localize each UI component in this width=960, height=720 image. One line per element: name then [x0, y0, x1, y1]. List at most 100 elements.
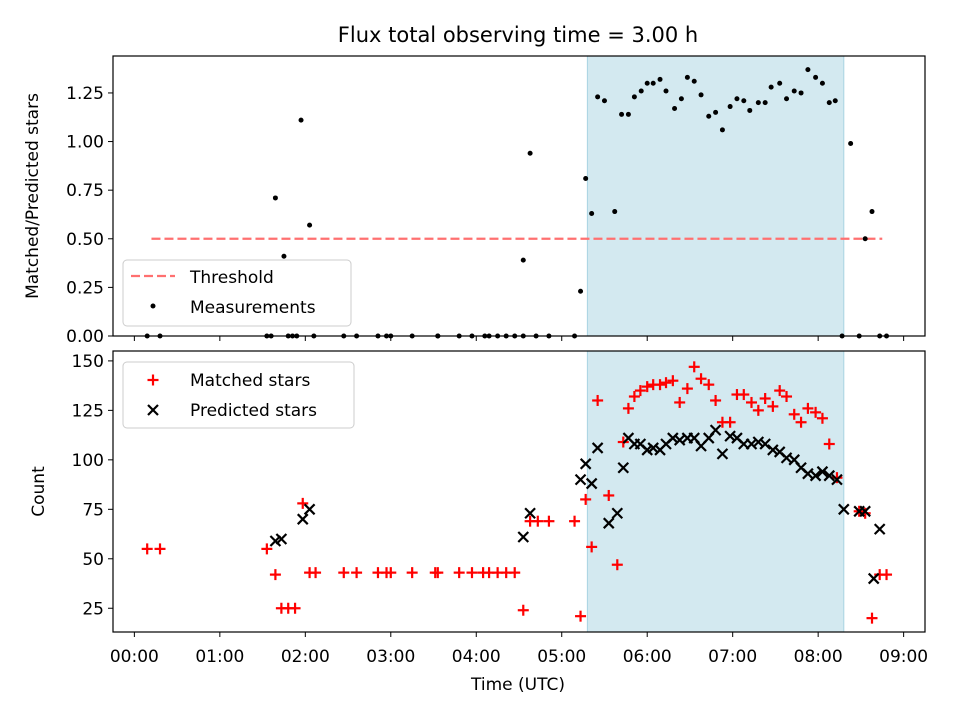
matched-star-point	[795, 416, 807, 428]
predicted-legend-label: Predicted stars	[190, 401, 317, 421]
observing-window-span	[586, 55, 845, 337]
bottom-y-axis-label: Count	[29, 466, 49, 517]
measurement-point	[691, 78, 697, 84]
measurement-point	[832, 98, 838, 104]
matched-star-point	[703, 379, 715, 391]
matched-star-point	[453, 567, 465, 579]
measurement-point	[862, 236, 868, 242]
top-y-tick-label: 0.25	[66, 278, 104, 298]
measurement-point	[698, 92, 704, 98]
x-tick-label: 07:00	[708, 647, 757, 667]
matched-legend-label: Matched stars	[190, 371, 310, 391]
measurement-point	[768, 84, 774, 90]
matched-star-point	[592, 394, 604, 406]
matched-star-point	[866, 612, 878, 624]
measurement-point	[583, 176, 589, 181]
measurement-point	[678, 96, 684, 102]
matched-star-point	[831, 472, 843, 484]
predicted-star-point	[579, 458, 592, 470]
measurement-point	[848, 141, 854, 146]
x-axis-label: Time (UTC)	[470, 675, 565, 695]
x-tick-label: 02:00	[281, 647, 330, 667]
matched-star-point	[406, 567, 418, 579]
bottom-y-tick-label: 125	[72, 401, 104, 421]
matched-star-point	[509, 567, 521, 579]
matched-star-point	[289, 602, 301, 614]
measurement-point	[813, 74, 819, 80]
bottom-legend-box	[122, 361, 355, 429]
top-y-axis-label: Matched/Predicted stars	[23, 93, 43, 299]
ratio-panel: 0.00 0.25 0.50 0.75 1.00 1.25 Matched/Predict…	[23, 55, 926, 347]
measurement-point	[755, 100, 761, 106]
predicted-star-point	[303, 503, 316, 516]
predicted-star-point	[591, 442, 604, 454]
x-tick-label: 09:00	[879, 647, 928, 667]
matched-star-point	[745, 396, 757, 408]
measurement-point	[869, 209, 875, 215]
matched-star-point	[767, 400, 779, 412]
predicted-star-point	[617, 461, 630, 474]
matched-star-point	[695, 373, 707, 385]
top-legend-box	[122, 259, 352, 327]
predicted-star-point	[752, 436, 765, 448]
matched-star-point	[297, 497, 309, 509]
measurement-point	[631, 94, 637, 100]
measurement-point	[727, 104, 733, 110]
matched-star-point	[575, 610, 587, 622]
predicted-star-point	[611, 507, 624, 520]
matched-star-point	[611, 559, 623, 571]
bottom-y-tick-label: 25	[82, 599, 104, 619]
observing-window-span	[586, 350, 845, 633]
measurement-point	[672, 106, 678, 111]
bottom-y-tick-label: 50	[82, 550, 104, 570]
bottom-y-tick-label: 100	[72, 451, 104, 471]
predicted-star-point	[647, 442, 659, 454]
x-tick-label: 04:00	[452, 647, 501, 667]
matched-star-point	[881, 569, 893, 581]
measurement-point	[784, 96, 790, 102]
predicted-star-point	[838, 503, 850, 516]
matched-star-point	[141, 543, 153, 555]
predicted-star-point	[602, 517, 615, 529]
matched-stars-points	[141, 361, 893, 624]
measurements-legend-swatch	[150, 303, 156, 309]
matched-star-point	[586, 541, 598, 553]
x-tick-label: 03:00	[366, 647, 415, 667]
predicted-star-point	[585, 477, 598, 490]
matched-star-point	[569, 515, 581, 527]
measurement-point	[805, 67, 811, 73]
matched-star-point	[788, 408, 800, 420]
matched-star-point	[261, 543, 273, 555]
measurement-point	[657, 76, 663, 82]
measurement-point	[281, 253, 287, 259]
measurement-point	[527, 150, 533, 156]
chart-title: Flux total observing time = 3.00 h	[338, 23, 698, 47]
measurement-point	[595, 94, 601, 100]
measurement-point	[644, 80, 650, 86]
matched-star-point	[781, 391, 793, 403]
predicted-star-point	[709, 424, 722, 436]
top-x-tick-marks	[133, 336, 905, 341]
matched-star-point	[466, 567, 478, 579]
matched-star-point	[351, 567, 363, 579]
measurement-point	[734, 96, 740, 102]
matched-star-point	[622, 402, 634, 414]
count-panel: 00:00 01:00 02:00 03:00 04:00 05:00 06:00 07:00…	[29, 350, 928, 695]
top-y-tick-label: 0.75	[66, 181, 104, 201]
predicted-star-point	[873, 523, 886, 535]
matched-star-point	[688, 361, 700, 373]
measurement-point	[684, 74, 690, 80]
measurement-point	[663, 88, 669, 94]
x-tick-label: 06:00	[623, 647, 672, 667]
matched-star-point	[517, 604, 529, 616]
top-y-tick-label: 0.00	[66, 327, 104, 347]
x-tick-label: 01:00	[195, 647, 244, 667]
measurement-point	[578, 288, 584, 294]
matched-star-point	[338, 567, 350, 579]
matched-star-point	[724, 416, 736, 428]
measurement-point	[798, 90, 804, 96]
measurement-point	[706, 113, 712, 119]
x-tick-label: 05:00	[537, 647, 586, 667]
threshold-legend-label: Threshold	[189, 268, 274, 288]
